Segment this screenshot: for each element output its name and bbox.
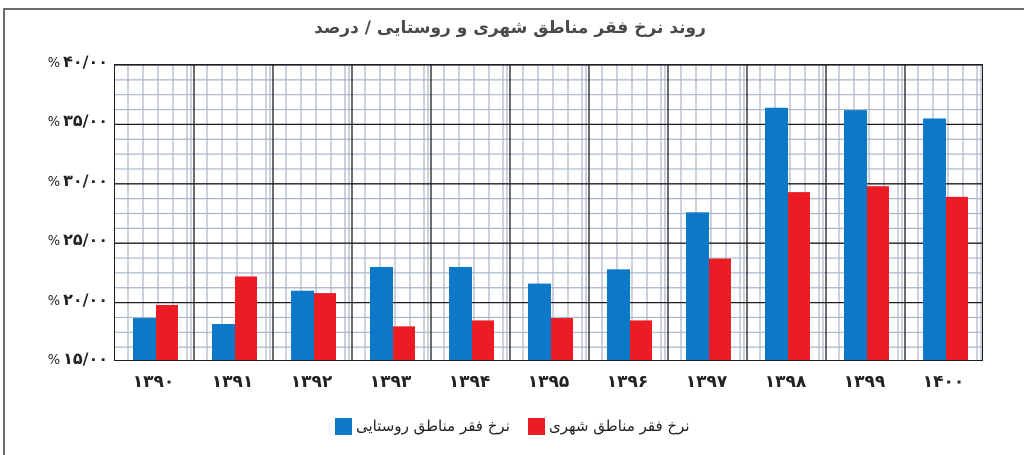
y-tick-value: ۳۵/۰۰ (63, 111, 108, 131)
x-tick-label: ۱۳۹۲ (290, 372, 333, 392)
bar-urban-1396 (630, 320, 652, 360)
bar-urban-1393 (393, 326, 415, 360)
bar-rural-1398 (765, 107, 788, 360)
bar-rural-1395 (528, 283, 551, 360)
percent-sign: % (47, 174, 61, 190)
bar-urban-1398 (788, 192, 810, 360)
legend-item-rural: نرخ فقر مناطق روستایی (335, 416, 510, 436)
legend-item-urban: نرخ فقر مناطق شهری (528, 416, 690, 436)
x-tick-label: ۱۳۹۷ (685, 372, 728, 392)
bar-rural-1394 (449, 266, 472, 360)
bar-rural-1396 (607, 269, 630, 360)
bar-rural-1390 (133, 318, 156, 360)
bar-rural-1399 (844, 110, 867, 360)
bar-rural-1397 (686, 212, 709, 360)
percent-sign: % (47, 353, 61, 368)
bar-urban-1390 (156, 304, 178, 360)
y-tick-value: ۲۵/۰۰ (63, 230, 108, 250)
x-tick-label: ۱۳۹۴ (448, 372, 491, 392)
x-tick-label: ۱۳۹۵ (527, 372, 570, 392)
percent-sign: % (47, 56, 61, 71)
bar-urban-1397 (709, 258, 731, 360)
x-tick-label: ۱۴۰۰ (922, 372, 965, 392)
bar-rural-1391 (212, 323, 235, 360)
y-tick-label: % ۱۵/۰۰ (22, 349, 108, 368)
bar-urban-1400 (946, 196, 968, 360)
x-tick-label: ۱۳۹۱ (211, 372, 254, 392)
x-tick-label: ۱۳۹۰ (132, 372, 175, 392)
frame-top-border (3, 8, 1024, 10)
y-tick-value: ۳۰/۰۰ (63, 170, 108, 190)
y-tick-label: % ۴۰/۰۰ (22, 52, 108, 71)
chart-title: روند نرخ فقر مناطق شهری و روستایی / درصد (314, 18, 706, 38)
bar-chart-svg (115, 65, 982, 360)
y-tick-label: % ۲۰/۰۰ (22, 290, 108, 309)
plot-area (114, 64, 983, 361)
bar-rural-1393 (370, 266, 393, 360)
legend-label-urban: نرخ فقر مناطق شهری (549, 417, 690, 435)
x-tick-label: ۱۳۹۸ (764, 372, 807, 392)
x-tick-label: ۱۳۹۶ (606, 372, 649, 392)
legend-label-rural: نرخ فقر مناطق روستایی (356, 417, 510, 435)
y-tick-label: % ۳۰/۰۰ (22, 171, 108, 190)
percent-sign: % (47, 293, 61, 309)
bar-urban-1392 (314, 293, 336, 360)
y-tick-label: % ۲۵/۰۰ (22, 230, 108, 249)
percent-sign: % (47, 234, 61, 250)
y-tick-label: % ۳۵/۰۰ (22, 111, 108, 130)
percent-sign: % (47, 115, 61, 131)
legend-swatch-urban (528, 417, 545, 435)
x-tick-label: ۱۳۹۹ (843, 372, 886, 392)
bar-urban-1394 (472, 320, 494, 360)
bar-rural-1392 (291, 290, 314, 360)
frame-left-border (3, 8, 5, 455)
bar-urban-1395 (551, 318, 573, 360)
y-tick-value: ۴۰/۰۰ (63, 52, 108, 71)
legend-swatch-rural (335, 417, 352, 435)
y-tick-value: ۲۰/۰۰ (63, 289, 108, 309)
y-tick-value: ۱۵/۰۰ (63, 349, 108, 368)
bar-rural-1400 (923, 118, 946, 360)
bar-urban-1391 (235, 276, 257, 360)
bar-urban-1399 (867, 186, 889, 360)
x-tick-label: ۱۳۹۳ (369, 372, 412, 392)
